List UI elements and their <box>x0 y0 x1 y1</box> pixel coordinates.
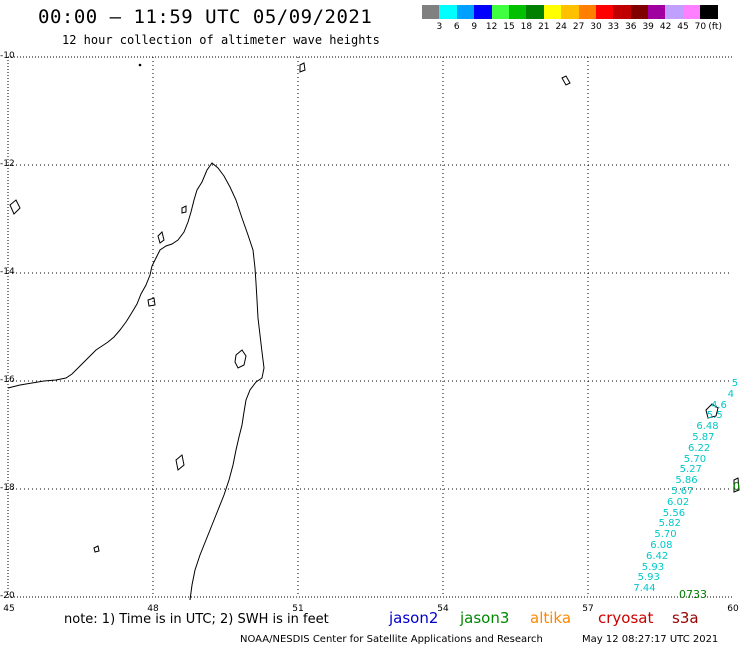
legend-swatch <box>526 5 544 19</box>
lat-label: -20 <box>0 591 15 601</box>
legend-swatch <box>543 5 562 19</box>
legend-swatch <box>595 5 614 19</box>
legend-swatch <box>491 5 509 19</box>
wave-height-value: 5.56 <box>662 507 686 519</box>
legend-swatch <box>439 5 457 19</box>
map-subtitle: 12 hour collection of altimeter wave hei… <box>62 33 380 47</box>
legend-swatch <box>422 5 440 19</box>
lat-label: -12 <box>0 159 15 169</box>
wave-height-value: 5.93 <box>641 561 665 573</box>
legend-label: 45 <box>677 22 689 32</box>
nosy-islet <box>157 231 165 244</box>
tiny-islet <box>138 63 142 67</box>
wave-height-value: 6.42 <box>646 550 669 562</box>
legend-label: 39 <box>642 22 654 32</box>
wave-height-value: 5.27 <box>679 464 702 476</box>
wave-height-value: 6.08 <box>650 540 673 551</box>
wave-height-value: 5.5 <box>706 410 723 422</box>
legend-label: 15 <box>503 22 515 32</box>
generated-timestamp: May 12 08:27:17 UTC 2021 <box>582 634 719 645</box>
legend-label: 3 <box>436 22 443 32</box>
lon-label: 57 <box>582 604 594 614</box>
grid-lines <box>8 57 732 597</box>
legend-swatch <box>700 5 718 19</box>
small-islet <box>93 545 100 553</box>
wave-height-value: 5.86 <box>675 475 698 487</box>
map-title: 00:00 – 11:59 UTC 05/09/2021 <box>38 6 373 28</box>
satellite-cryosat: cryosat <box>598 609 654 627</box>
wave-height-value: 5.87 <box>692 432 715 443</box>
satellite-s3a: s3a <box>672 609 699 627</box>
legend-swatch <box>648 5 666 19</box>
coastline <box>7 62 740 601</box>
lon-label: 45 <box>3 604 15 614</box>
footnote: note: 1) Time is in UTC; 2) SWH is in fe… <box>64 612 329 627</box>
legend-labels: 3 6 9 12 15 18 21 24 27 30 33 36 39 42 45 70 (ft) <box>422 22 740 34</box>
satellite-jason3: jason3 <box>460 609 510 627</box>
wave-height-value: 7.44 <box>633 583 656 595</box>
wave-height-value: 4 <box>727 388 734 400</box>
inner-islet <box>175 454 185 471</box>
legend-swatch <box>682 5 701 19</box>
agency-credit: NOAA/NESDIS Center for Satellite Applica… <box>240 634 543 645</box>
lon-label: 51 <box>292 604 304 614</box>
legend-unit: (ft) <box>708 22 722 32</box>
edge-islet <box>733 477 740 493</box>
wave-height-value: 5.70 <box>654 529 677 541</box>
legend-label: 36 <box>625 22 637 32</box>
wave-height-value: 5 <box>731 378 739 389</box>
comoros-islet-2 <box>181 205 187 214</box>
color-legend <box>422 5 718 19</box>
wave-height-value: 6.48 <box>696 421 719 433</box>
map-frame <box>7 56 732 598</box>
lon-label: 60 <box>727 604 739 614</box>
legend-label: 18 <box>520 22 533 32</box>
wave-height-value: 5.70 <box>683 453 707 465</box>
wave-height-value: 4.6 <box>711 399 727 411</box>
legend-swatch <box>508 5 527 19</box>
lon-label: 48 <box>147 604 159 614</box>
lon-label: 54 <box>437 604 449 614</box>
satellite-altika: altika <box>530 609 572 627</box>
wave-height-value: 5.67 <box>671 486 694 497</box>
lat-label: -18 <box>0 483 15 493</box>
agalega-islet <box>561 75 571 86</box>
legend-label: 9 <box>471 22 478 32</box>
legend-label: 33 <box>607 22 620 32</box>
legend-swatch <box>630 5 649 19</box>
legend-label: 70 <box>694 22 707 32</box>
legend-label: 24 <box>555 22 567 32</box>
lat-label: -16 <box>0 375 15 385</box>
lat-label: -10 <box>0 51 15 61</box>
satellite-jason2: jason2 <box>389 609 439 627</box>
legend-label: 21 <box>538 22 550 32</box>
legend-swatch <box>561 5 579 19</box>
wave-height-value: 5.93 <box>637 572 660 584</box>
wave-height-value: 6.02 <box>667 496 690 508</box>
track-time-label: 0733 <box>679 588 707 601</box>
reunion-islet <box>705 403 719 419</box>
legend-swatch <box>456 5 475 19</box>
legend-label: 12 <box>485 22 498 32</box>
legend-swatch <box>613 5 631 19</box>
legend-swatch <box>578 5 596 19</box>
legend-label: 42 <box>659 22 672 32</box>
legend-label: 27 <box>572 22 585 32</box>
track-edge-mark: 0 <box>733 480 740 493</box>
wave-height-value: 5.82 <box>658 518 681 530</box>
wave-height-value: 6.22 <box>688 442 711 454</box>
madagascar-coastline <box>7 162 265 601</box>
legend-label: 30 <box>590 22 602 32</box>
cargados-islet <box>299 62 306 73</box>
lat-label: -14 <box>0 267 15 277</box>
legend-label: 6 <box>453 22 460 32</box>
legend-swatch <box>665 5 683 19</box>
legend-swatch <box>474 5 492 19</box>
west-coast-islet <box>234 349 247 369</box>
comoros-islet-1 <box>9 199 21 215</box>
coast-islet <box>147 297 156 307</box>
